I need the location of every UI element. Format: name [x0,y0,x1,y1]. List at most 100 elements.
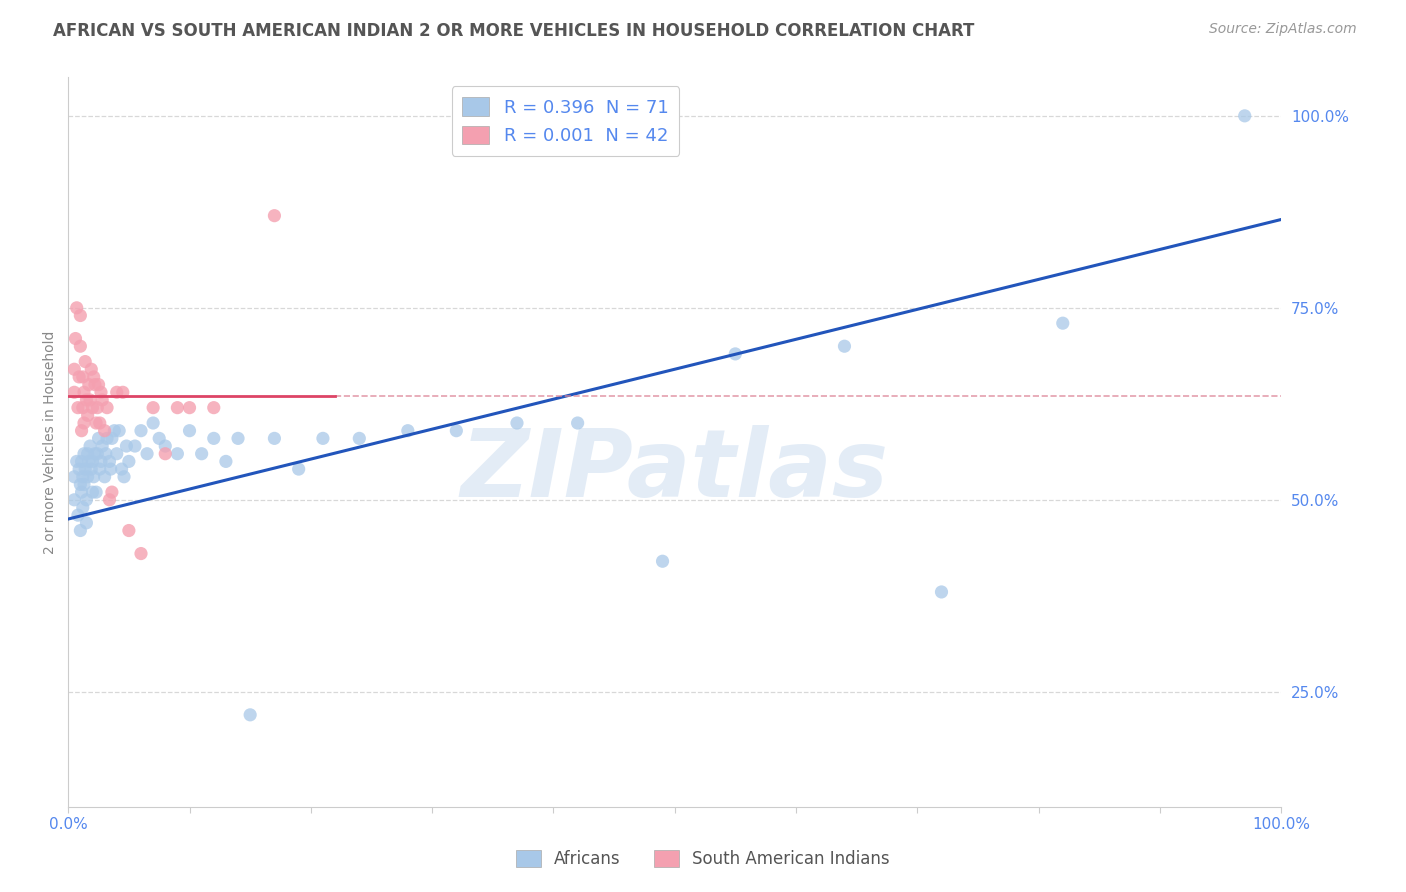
Point [73,477,96,491]
Point [349,431,371,445]
Point [215,454,238,468]
Point [446,424,468,438]
Point [202,431,225,445]
Point [89,416,111,430]
Text: Source: ZipAtlas.com: Source: ZipAtlas.com [1209,22,1357,37]
Legend: Africans, South American Indians: Africans, South American Indians [509,843,897,875]
Point [69,524,91,538]
Point [124,439,146,453]
Point [263,431,285,445]
Point [75,492,97,507]
Point [65,332,87,346]
Point [80,462,103,476]
Point [82,454,104,468]
Point [287,462,309,476]
Point [239,707,262,722]
Point [179,424,201,438]
Point [84,485,107,500]
Point [931,585,953,599]
Point [84,377,107,392]
Point [76,469,98,483]
Point [87,377,110,392]
Point [111,385,134,400]
Point [86,401,108,415]
Point [84,416,107,430]
Point [91,392,114,407]
Point [226,431,249,445]
Point [72,401,94,415]
Point [91,439,114,453]
Point [86,447,108,461]
Point [98,454,121,468]
Point [142,416,165,430]
Point [69,339,91,353]
Point [76,409,98,423]
Point [66,401,89,415]
Point [166,447,188,461]
Point [73,385,96,400]
Point [100,462,122,476]
Point [312,431,335,445]
Point [69,477,91,491]
Point [67,462,90,476]
Point [105,447,128,461]
Text: AFRICAN VS SOUTH AMERICAN INDIAN 2 OR MORE VEHICLES IN HOUSEHOLD CORRELATION CHA: AFRICAN VS SOUTH AMERICAN INDIAN 2 OR MO… [53,22,974,40]
Point [506,416,529,430]
Point [90,385,112,400]
Point [63,362,86,376]
Point [69,309,91,323]
Point [155,439,177,453]
Point [79,392,101,407]
Point [63,469,86,483]
Point [66,508,89,523]
Point [70,485,93,500]
Point [263,209,285,223]
Point [129,424,152,438]
Point [75,354,97,368]
Point [96,401,118,415]
Point [76,447,98,461]
Point [190,447,212,461]
Point [82,401,104,415]
Point [89,462,111,476]
Point [75,392,97,407]
Point [179,401,201,415]
Point [1233,109,1256,123]
Point [73,447,96,461]
Point [724,347,747,361]
Point [98,492,121,507]
Point [567,416,589,430]
Point [396,424,419,438]
Point [112,469,135,483]
Point [72,469,94,483]
Point [84,447,107,461]
Point [148,431,170,445]
Point [70,454,93,468]
Point [70,424,93,438]
Point [90,454,112,468]
Point [75,462,97,476]
Point [115,439,138,453]
Point [83,469,105,483]
Point [83,370,105,384]
Point [108,424,131,438]
Text: ZIPatlas: ZIPatlas [461,425,889,517]
Point [155,447,177,461]
Point [834,339,856,353]
Point [63,385,86,400]
Point [66,301,89,315]
Point [67,370,90,384]
Point [96,431,118,445]
Point [110,462,132,476]
Legend: R = 0.396  N = 71, R = 0.001  N = 42: R = 0.396 N = 71, R = 0.001 N = 42 [451,87,679,156]
Point [82,485,104,500]
Point [73,416,96,430]
Point [80,362,103,376]
Point [142,401,165,415]
Point [118,454,141,468]
Point [93,469,115,483]
Point [77,377,100,392]
Point [94,447,117,461]
Point [136,447,159,461]
Point [66,454,89,468]
